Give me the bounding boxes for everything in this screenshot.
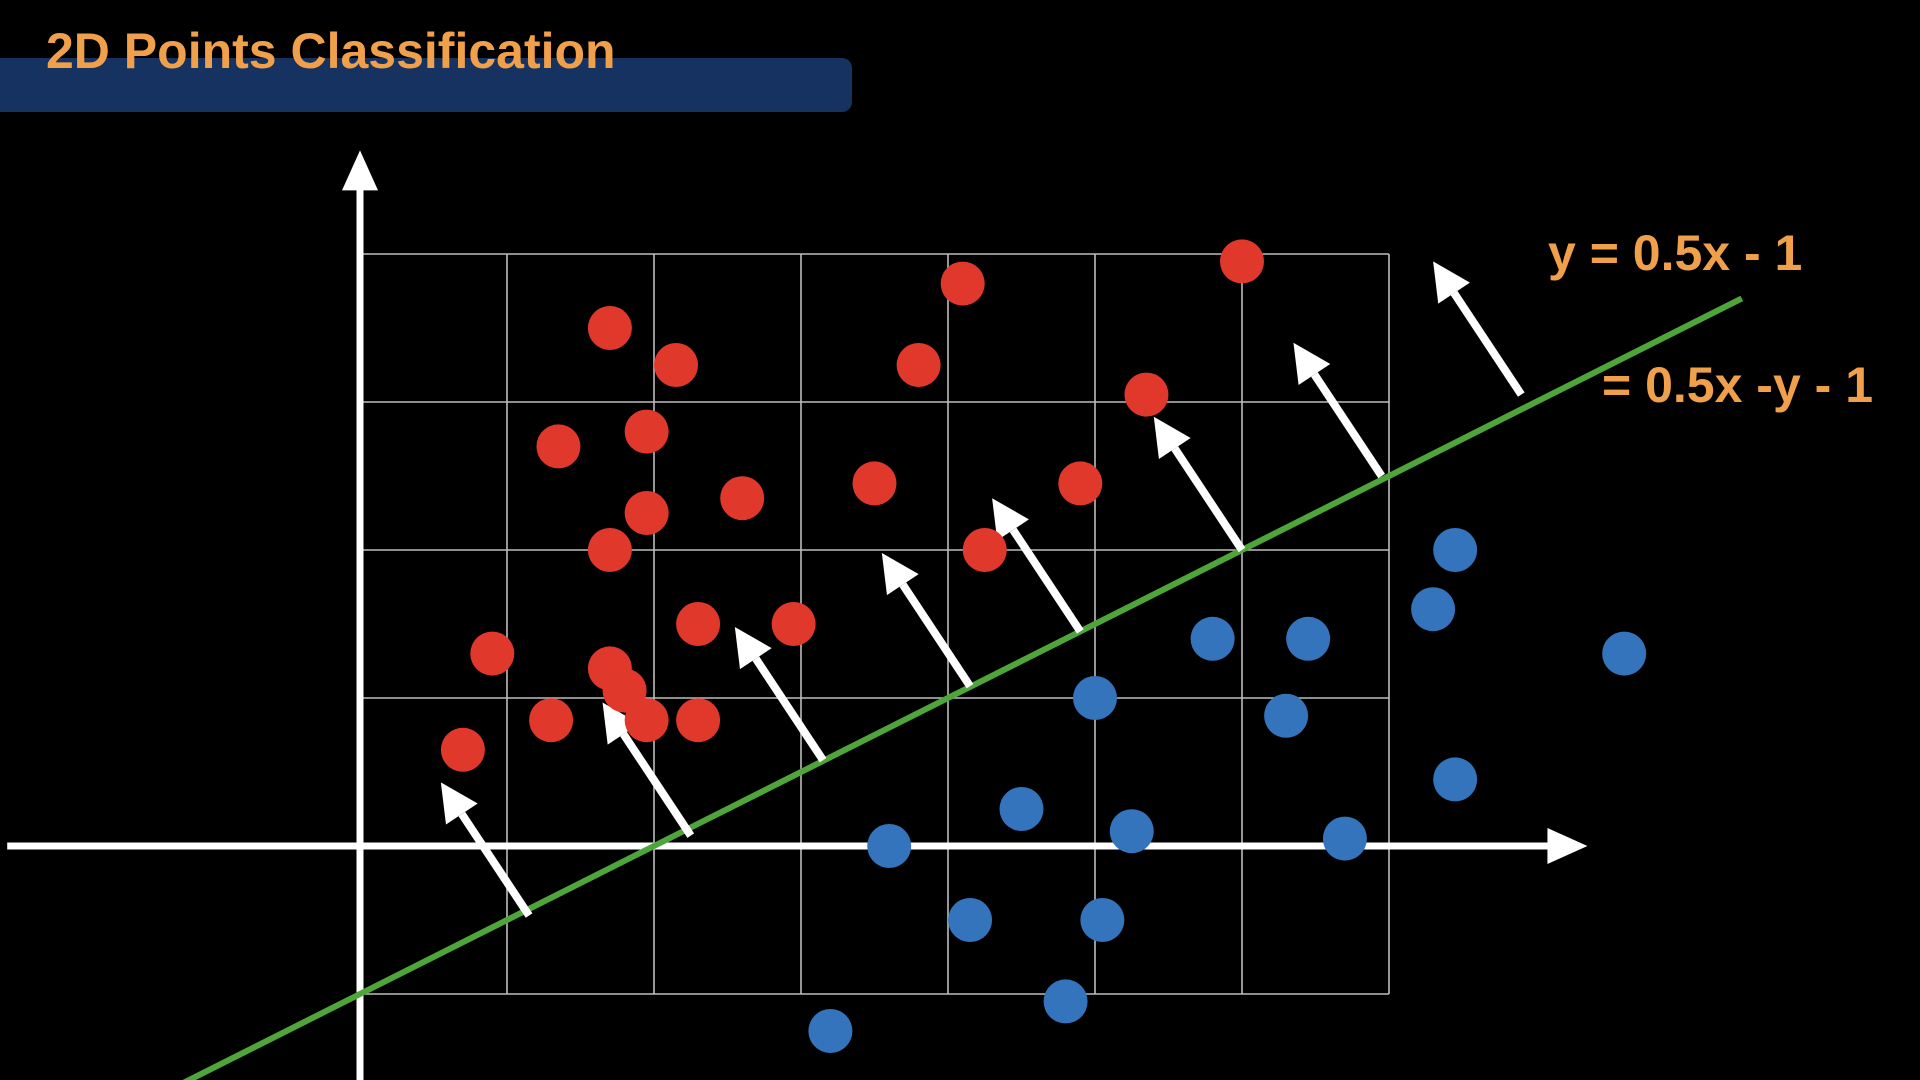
red-point [470,631,515,676]
blue-point [867,824,912,868]
implicit-equation-label: = 0.5x -y - 1 [1602,357,1873,413]
normal-arrowhead [1153,416,1191,459]
normal-arrow-shaft [620,731,695,838]
red-point [624,409,669,454]
normal-arrowhead [440,782,478,825]
x-axis-arrowhead [1547,828,1588,864]
blue-point [1080,898,1125,942]
red-point [440,727,485,772]
normal-arrow-shaft [1311,372,1385,479]
line-equation-label: y = 0.5x - 1 [1548,225,1802,281]
normal-arrow-shaft [899,582,974,689]
red-point [654,343,699,387]
blue-point [1264,693,1309,738]
normal-arrowhead [992,498,1029,541]
normal-arrow-shaft [1171,446,1246,553]
decision-boundary-line [182,295,1744,1080]
normal-arrows [440,261,1525,918]
title-banner [0,58,852,112]
red-point [587,528,632,572]
blue-point [1073,676,1117,720]
red-point [940,261,985,306]
normal-arrow-shaft [752,656,827,763]
y-axis-arrowhead [342,150,378,191]
red-point [529,698,574,743]
axes [7,150,1588,1080]
normal-arrowhead [881,552,919,596]
blue-point [1286,616,1331,661]
normal-arrowhead [602,702,640,745]
blue-point [1602,631,1647,676]
grid [359,253,1390,995]
normal-arrow-shaft [1450,290,1525,397]
blue-point [1043,979,1088,1024]
red-point [1058,461,1103,506]
blue-point [808,1009,853,1053]
red-point [962,528,1007,572]
red-point [624,698,669,743]
blue-point [999,787,1044,831]
blue-point [1411,587,1456,632]
normal-arrow-shaft [1009,527,1084,634]
slide-title: 2D Points Classification [46,23,616,79]
normal-arrowhead [1433,261,1470,304]
red-point [852,461,897,506]
blue-point [1322,816,1367,861]
red-point [676,602,721,646]
blue-point [1190,616,1235,661]
red-point [587,646,632,691]
red-point [720,476,765,521]
red-point [771,602,816,646]
data-points [440,239,1647,1053]
red-point [624,491,669,535]
blue-point [1109,809,1154,854]
red-point [536,424,581,469]
red-point [896,343,941,387]
normal-arrowhead [1293,342,1331,385]
normal-arrowhead [734,626,772,670]
blue-point [1433,528,1478,572]
red-point [1220,239,1264,284]
red-point [587,306,632,350]
normal-arrow-shaft [458,811,533,918]
red-point [1124,372,1169,417]
blue-point [948,898,993,942]
decision-boundary-layer [182,295,1744,1080]
red-point [676,698,721,743]
blue-point [1433,757,1478,802]
